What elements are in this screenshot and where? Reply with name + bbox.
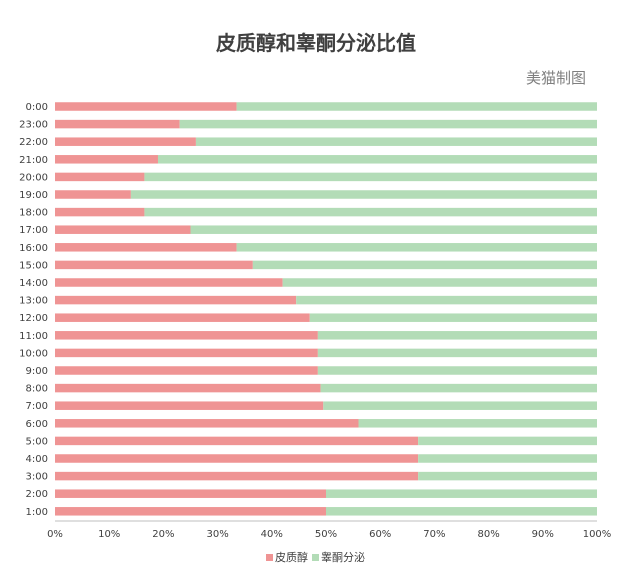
bar-testosterone-19	[418, 436, 597, 446]
bar-testosterone-0	[236, 102, 597, 111]
bar-testosterone-14	[317, 348, 597, 358]
category-labels: 0:00 23:00 22:00 21:00 20:00 19:00 18:00 17:00 1…	[19, 102, 48, 518]
bar-cortisol-2	[55, 137, 196, 146]
bar-testosterone-17	[323, 401, 597, 410]
bar-cortisol-21	[55, 471, 419, 481]
bar-cortisol-10	[55, 278, 283, 287]
x-tick-label-5: 50%	[315, 529, 337, 540]
category-label-23: 1:00	[26, 507, 48, 518]
bar-testosterone-18	[358, 419, 597, 428]
chart-credit: 美猫制图	[526, 69, 586, 87]
bar-testosterone-8	[236, 243, 597, 252]
category-label-2: 22:00	[19, 137, 48, 148]
bar-cortisol-19	[55, 436, 419, 446]
bar-testosterone-11	[296, 295, 597, 305]
bar-cortisol-5	[55, 190, 131, 199]
bar-cortisol-13	[55, 331, 318, 340]
category-label-14: 10:00	[19, 348, 48, 359]
category-label-7: 17:00	[19, 225, 48, 236]
legend: 皮质醇 睾酮分泌	[266, 550, 365, 564]
bar-testosterone-1	[179, 119, 597, 129]
bar-cortisol-11	[55, 295, 297, 305]
category-label-4: 20:00	[19, 172, 48, 183]
bar-testosterone-10	[282, 278, 597, 287]
bar-testosterone-12	[309, 313, 597, 322]
bar-testosterone-4	[144, 172, 597, 182]
x-tick-label-2: 20%	[152, 529, 174, 540]
category-label-8: 16:00	[19, 243, 48, 254]
watermark-text: 头条 @美猫是我	[512, 545, 614, 562]
x-tick-label-1: 10%	[98, 529, 120, 540]
category-label-20: 4:00	[26, 454, 48, 465]
category-label-13: 11:00	[19, 331, 48, 342]
bar-cortisol-22	[55, 489, 326, 498]
bar-cortisol-3	[55, 155, 158, 164]
x-tick-label-8: 80%	[477, 529, 499, 540]
x-tick-label-7: 70%	[423, 529, 445, 540]
bar-cortisol-7	[55, 225, 191, 234]
category-label-18: 6:00	[26, 419, 48, 430]
category-label-3: 21:00	[19, 155, 48, 166]
bar-testosterone-5	[130, 190, 597, 199]
category-label-0: 0:00	[26, 102, 48, 113]
legend-swatch-0	[266, 554, 273, 561]
x-tick-label-9: 90%	[532, 529, 554, 540]
bar-cortisol-16	[55, 383, 321, 393]
bar-cortisol-15	[55, 366, 318, 375]
bar-testosterone-15	[317, 366, 597, 375]
bar-cortisol-14	[55, 348, 318, 358]
bar-cortisol-20	[55, 454, 419, 463]
category-label-21: 3:00	[26, 472, 48, 483]
bar-testosterone-6	[144, 207, 597, 217]
bar-cortisol-4	[55, 172, 145, 182]
bar-cortisol-6	[55, 207, 145, 217]
category-label-12: 12:00	[19, 313, 48, 324]
x-tick-label-0: 0%	[47, 529, 63, 540]
legend-swatch-1	[312, 554, 319, 561]
category-label-19: 5:00	[26, 436, 48, 447]
bar-testosterone-13	[317, 331, 597, 340]
legend-label-0: 皮质醇	[275, 550, 308, 564]
bar-testosterone-7	[190, 225, 597, 234]
bar-testosterone-9	[252, 260, 597, 270]
category-label-1: 23:00	[19, 120, 48, 131]
bar-cortisol-23	[55, 507, 326, 516]
bar-testosterone-22	[326, 489, 597, 498]
x-tick-label-3: 30%	[206, 529, 228, 540]
bar-testosterone-20	[418, 454, 597, 463]
x-tick-label-4: 40%	[261, 529, 283, 540]
category-label-5: 19:00	[19, 190, 48, 201]
bar-cortisol-17	[55, 401, 324, 410]
category-label-16: 8:00	[26, 384, 48, 395]
x-tick-label-10: 100%	[583, 529, 612, 540]
category-label-6: 18:00	[19, 208, 48, 219]
bar-testosterone-2	[195, 137, 598, 146]
category-label-9: 15:00	[19, 260, 48, 271]
category-label-17: 7:00	[26, 401, 48, 412]
legend-label-1: 睾酮分泌	[321, 550, 365, 564]
bar-testosterone-21	[418, 471, 597, 481]
category-label-15: 9:00	[26, 366, 48, 377]
chart-title: 皮质醇和睾酮分泌比值	[216, 31, 416, 55]
category-label-11: 13:00	[19, 296, 48, 307]
bar-testosterone-23	[326, 507, 597, 516]
x-tick-label-6: 60%	[369, 529, 391, 540]
bar-group	[55, 102, 598, 516]
bar-cortisol-9	[55, 260, 253, 270]
bar-testosterone-3	[157, 155, 598, 164]
category-label-10: 14:00	[19, 278, 48, 289]
bar-cortisol-0	[55, 102, 237, 111]
bar-testosterone-16	[320, 383, 597, 393]
category-label-22: 2:00	[26, 489, 48, 500]
bar-cortisol-18	[55, 419, 359, 428]
bar-cortisol-8	[55, 243, 237, 252]
bar-cortisol-12	[55, 313, 310, 322]
bar-cortisol-1	[55, 119, 180, 129]
x-tick-labels: 0% 10% 20% 30% 40% 50% 60% 70% 80% 90% 100%	[47, 529, 611, 540]
